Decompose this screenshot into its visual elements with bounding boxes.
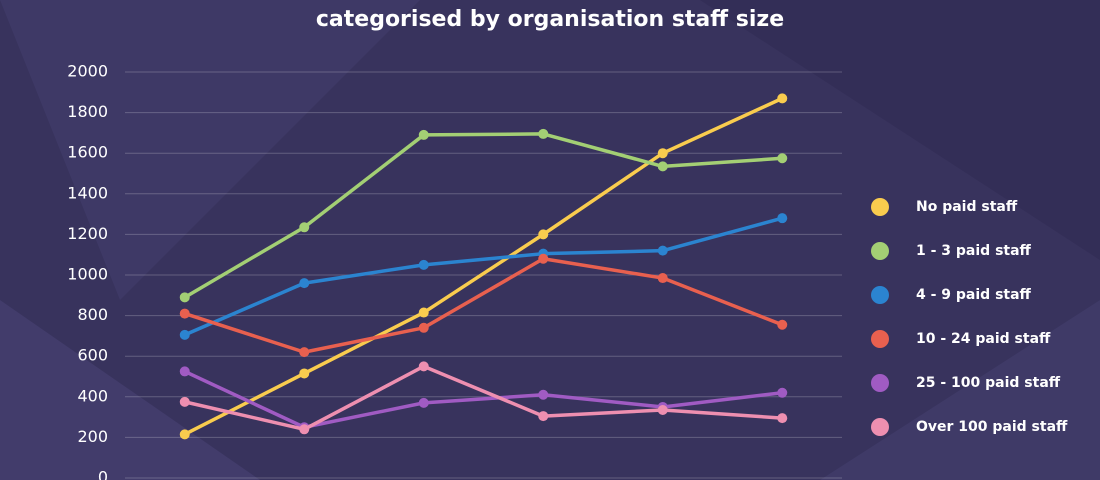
legend-marker: [871, 418, 889, 436]
y-tick-label: 600: [77, 346, 108, 365]
legend-label: 1 - 3 paid staff: [916, 243, 1032, 259]
data-point: [179, 429, 190, 440]
data-point: [777, 319, 788, 330]
y-tick-label: 1600: [67, 143, 108, 162]
background-shape: [700, 0, 1100, 260]
data-point: [299, 368, 310, 379]
data-point: [418, 307, 429, 318]
data-point: [657, 161, 668, 172]
y-tick-label: 1000: [67, 265, 108, 284]
data-point: [299, 424, 310, 435]
data-point: [179, 292, 190, 303]
y-tick-label: 800: [77, 305, 108, 324]
series-line: [184, 364, 783, 432]
data-point: [418, 322, 429, 333]
data-point: [657, 404, 668, 415]
data-point: [777, 387, 788, 398]
y-tick-label: 400: [77, 386, 108, 405]
data-point: [299, 278, 310, 289]
y-tick-label: 1800: [67, 102, 108, 121]
legend-marker: [871, 374, 889, 392]
y-tick-label: 0: [98, 468, 108, 480]
data-point: [657, 245, 668, 256]
y-tick-label: 1400: [67, 183, 108, 202]
legend-marker: [871, 330, 889, 348]
data-point: [418, 129, 429, 140]
data-point: [418, 361, 429, 372]
legend-label: Over 100 paid staff: [916, 419, 1068, 435]
data-point: [179, 308, 190, 319]
data-point: [657, 273, 668, 284]
data-point: [777, 413, 788, 424]
data-point: [299, 222, 310, 233]
legend-marker: [871, 242, 889, 260]
y-tick-label: 1200: [67, 224, 108, 243]
data-point: [777, 93, 788, 104]
background-shape: [820, 300, 1100, 480]
legend-label: 10 - 24 paid staff: [916, 331, 1051, 347]
series-line: [184, 216, 783, 337]
data-point: [299, 347, 310, 358]
data-point: [777, 153, 788, 164]
y-tick-label: 200: [77, 427, 108, 446]
legend-label: 25 - 100 paid staff: [916, 375, 1061, 391]
background-shape: [0, 0, 420, 300]
data-point: [179, 329, 190, 340]
data-point: [538, 128, 549, 139]
data-point: [777, 213, 788, 224]
data-point: [538, 389, 549, 400]
y-tick-label: 2000: [67, 62, 108, 81]
data-point: [418, 259, 429, 270]
data-point: [179, 396, 190, 407]
data-point: [538, 229, 549, 240]
data-point: [418, 397, 429, 408]
chart-title: categorised by organisation staff size: [316, 7, 784, 32]
series-line: [184, 257, 783, 354]
series-line: [183, 132, 783, 299]
legend-label: 4 - 9 paid staff: [916, 287, 1032, 303]
data-point: [538, 411, 549, 422]
series-line: [183, 96, 783, 436]
legend-marker: [871, 198, 889, 216]
data-point: [179, 366, 190, 377]
data-point: [657, 148, 668, 159]
series-line: [184, 369, 783, 429]
background-shape: [0, 300, 260, 480]
data-point: [538, 253, 549, 264]
legend-marker: [871, 286, 889, 304]
legend-label: No paid staff: [916, 199, 1018, 215]
